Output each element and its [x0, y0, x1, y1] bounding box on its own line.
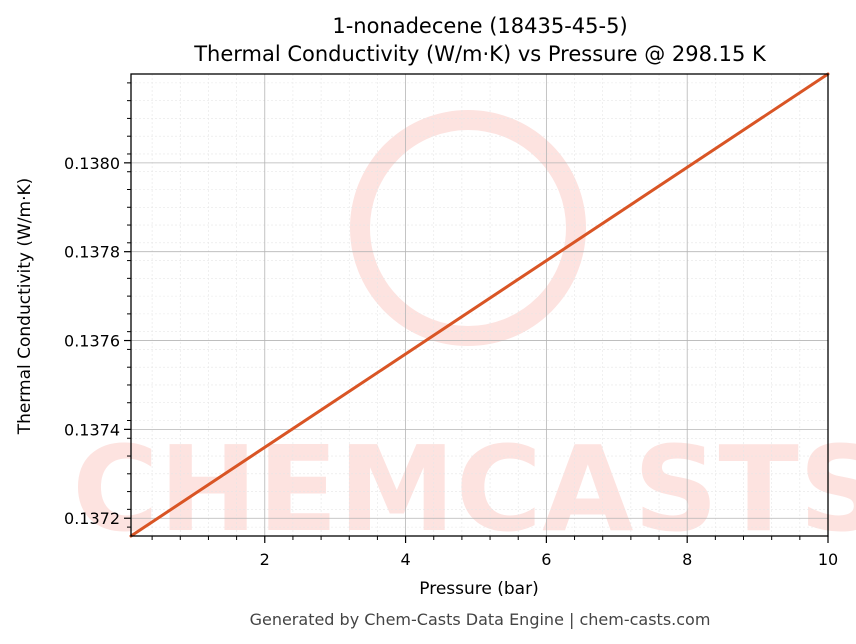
x-tick-label: 4 — [400, 550, 410, 569]
watermark-logo-icon — [350, 110, 586, 346]
watermark-text: CHEMCASTS — [72, 420, 856, 558]
y-axis-label: Thermal Conductivity (W/m·K) — [15, 178, 35, 436]
grid-minor — [131, 74, 828, 536]
x-tick-labels: 2 4 6 8 10 — [260, 550, 839, 569]
y-tick-labels: 0.1372 0.1374 0.1376 0.1378 0.1380 — [64, 154, 120, 528]
plot-frame — [130, 73, 829, 537]
y-tick-label: 0.1372 — [64, 509, 120, 528]
y-tick-label: 0.1376 — [64, 332, 120, 351]
chart-title: 1-nonadecene (18435-45-5) — [332, 14, 627, 38]
footer-credit: Generated by Chem-Casts Data Engine | ch… — [250, 610, 711, 629]
series-line — [129, 72, 830, 538]
y-tick-label: 0.1374 — [64, 420, 120, 439]
axis-ticks — [124, 82, 829, 543]
chart-subtitle: Thermal Conductivity (W/m·K) vs Pressure… — [193, 42, 767, 66]
x-tick-label: 8 — [682, 550, 692, 569]
x-axis-label: Pressure (bar) — [419, 579, 538, 599]
x-tick-label: 2 — [260, 550, 270, 569]
x-tick-label: 6 — [541, 550, 551, 569]
y-tick-label: 0.1380 — [64, 154, 120, 173]
y-tick-label: 0.1378 — [64, 243, 120, 262]
grid-major — [131, 74, 829, 536]
x-tick-label: 10 — [818, 550, 838, 569]
series-layer — [129, 72, 830, 538]
watermark: CHEMCASTS — [72, 110, 856, 558]
